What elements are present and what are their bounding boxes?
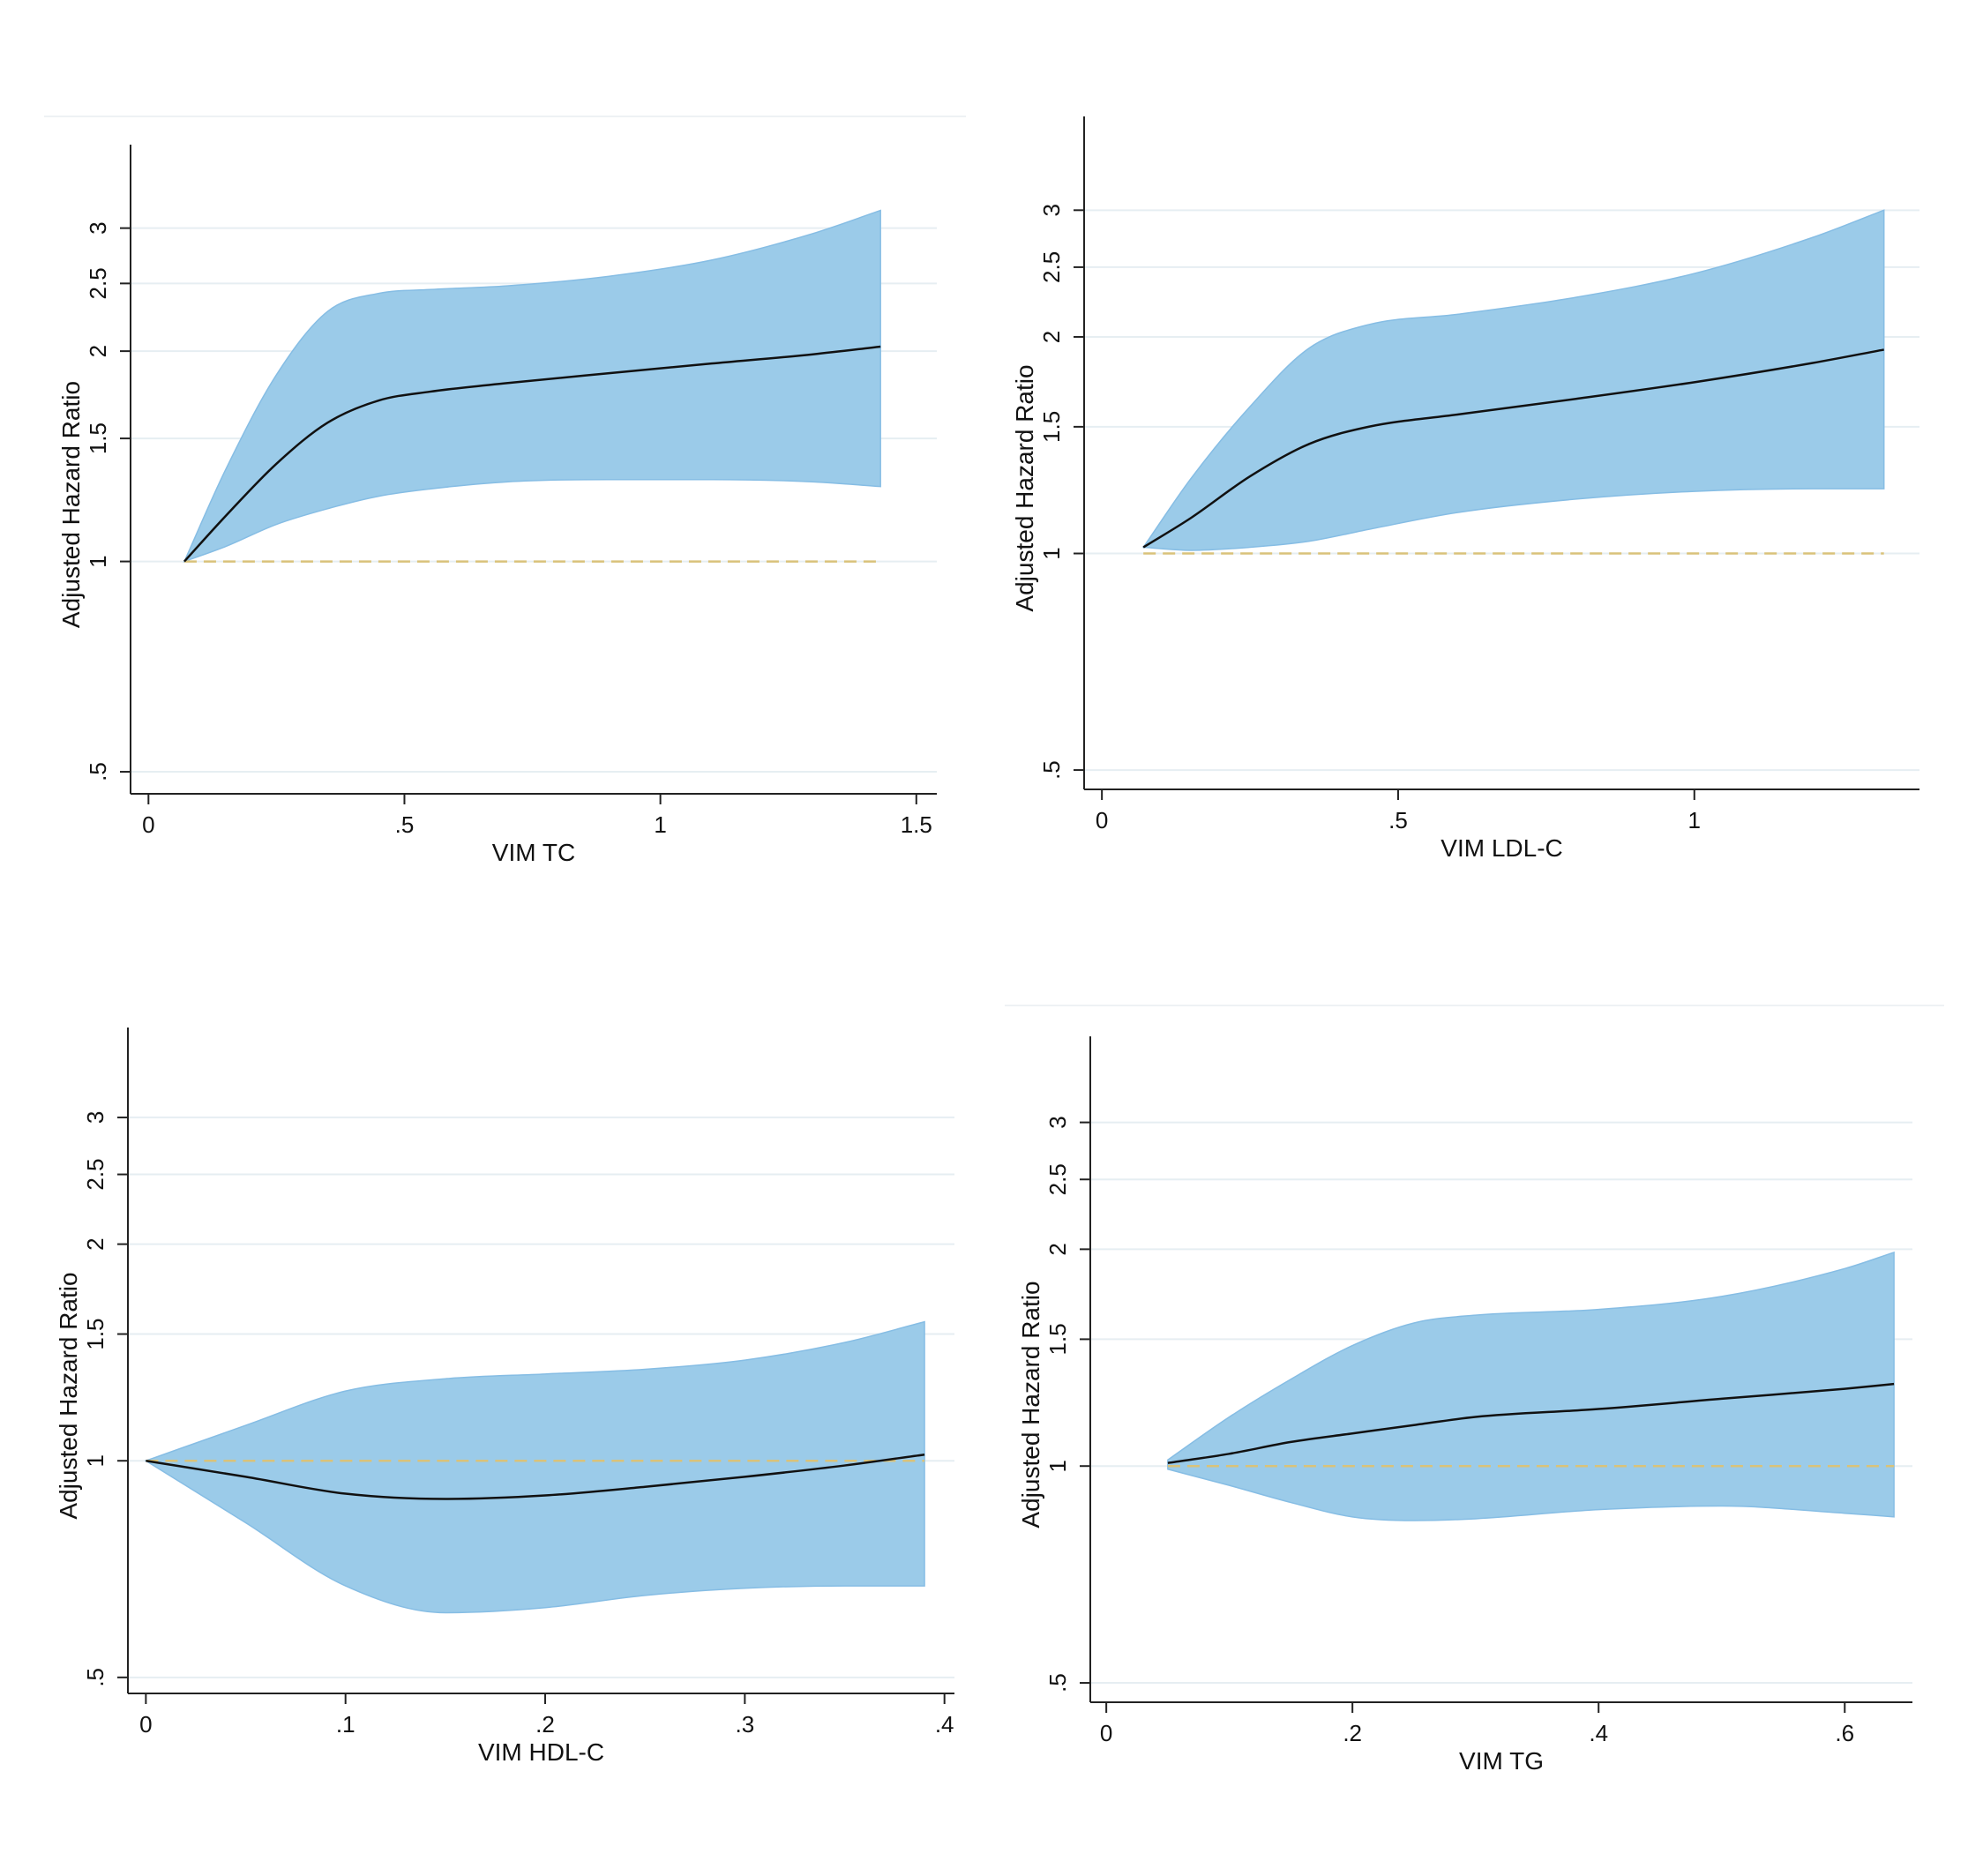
x-tick-label: .5 [1388, 807, 1408, 833]
chart-panel-vim-tg: .5 1 1.5 2 2.5 3 0 .2 .4 .6 VIM TG Adjusted Hazard … [992, 1005, 1971, 1782]
x-tick-label: 0 [139, 1711, 152, 1738]
y-tick-label: 1.5 [1038, 411, 1065, 443]
y-tick-label: 2 [85, 345, 111, 357]
hazard-ratio-curve [1167, 1382, 1895, 1464]
chart-svg-vim-hdl-c: .5 1 1.5 2 2.5 3 0 .1 .2 .3 .4 VIM HDL-C Adjusted Ha… [55, 1028, 954, 1766]
y-tick-label: 1.5 [82, 1318, 109, 1349]
y-axis-title: Adjusted Hazard Ratio [1017, 1281, 1044, 1528]
y-tick-label: .5 [82, 1668, 109, 1687]
y-axis-title: Adjusted Hazard Ratio [57, 381, 85, 628]
hazard-ratio-curve [146, 1453, 925, 1500]
y-tick-label: 3 [82, 1111, 109, 1124]
chart-svg-vim-ldl-c: .5 1 1.5 2 2.5 3 0 .5 1 VIM LDL-C Adjusted Hazard … [1011, 116, 1919, 862]
y-tick-label: 1 [85, 555, 111, 567]
confidence-band [1167, 1251, 1895, 1521]
y-tick-label: 3 [1038, 204, 1065, 216]
y-tick-label: 1 [1038, 547, 1065, 559]
x-tick-label: .3 [736, 1711, 755, 1738]
hazard-ratio-curve [183, 345, 881, 563]
x-axis-title: VIM TC [492, 839, 575, 866]
y-tick-label: 2.5 [85, 267, 111, 299]
x-tick-label: .6 [1835, 1720, 1854, 1746]
y-tick-label: 2 [1044, 1243, 1071, 1255]
chart-svg-vim-tc: .5 1 1.5 2 2.5 3 0 .5 1 1.5 VIM TC Adjusted Hazard … [44, 116, 966, 866]
x-tick-label: 0 [142, 811, 154, 838]
x-tick-label: 1.5 [901, 811, 932, 838]
y-tick-label: 2.5 [82, 1158, 109, 1190]
x-tick-label: .1 [336, 1711, 355, 1738]
chart-panel-vim-tc: .5 1 1.5 2 2.5 3 0 .5 1 1.5 VIM TC Adjusted Hazard … [0, 106, 979, 882]
y-tick-label: .5 [1038, 760, 1065, 780]
y-tick-label: 2.5 [1038, 251, 1065, 283]
confidence-band [144, 1320, 925, 1614]
x-tick-label: 0 [1096, 807, 1108, 833]
y-tick-label: .5 [85, 762, 111, 781]
x-axis-title: VIM LDL-C [1440, 834, 1562, 862]
y-tick-label: 1.5 [1044, 1323, 1071, 1355]
y-tick-label: 2.5 [1044, 1163, 1071, 1195]
x-tick-label: .2 [1343, 1720, 1362, 1746]
x-tick-label: 0 [1100, 1720, 1112, 1746]
x-axis-title: VIM HDL-C [478, 1738, 604, 1766]
y-tick-label: 1 [82, 1454, 109, 1467]
y-tick-label: 2 [1038, 331, 1065, 343]
x-tick-label: 1 [1688, 807, 1701, 833]
x-axis-title: VIM TG [1459, 1747, 1544, 1775]
y-axis-title: Adjusted Hazard Ratio [55, 1272, 82, 1519]
x-tick-label: .2 [535, 1711, 555, 1738]
y-tick-label: 3 [1044, 1116, 1071, 1128]
chart-panel-vim-ldl-c: .5 1 1.5 2 2.5 3 0 .5 1 VIM LDL-C Adjusted Hazard … [992, 106, 1971, 882]
confidence-band [1141, 209, 1885, 551]
y-tick-label: 1 [1044, 1460, 1071, 1472]
x-tick-label: .4 [1589, 1720, 1608, 1746]
y-tick-label: .5 [1044, 1673, 1071, 1693]
chart-svg-vim-tg: .5 1 1.5 2 2.5 3 0 .2 .4 .6 VIM TG Adjusted Hazard … [1005, 1005, 1944, 1775]
confidence-band [183, 209, 881, 563]
x-tick-label: .5 [395, 811, 415, 838]
y-tick-label: 1.5 [85, 422, 111, 454]
y-axis-title: Adjusted Hazard Ratio [1011, 364, 1038, 611]
y-tick-label: 2 [82, 1237, 109, 1250]
hazard-ratio-curve [1142, 348, 1884, 549]
chart-panel-vim-hdl-c: .5 1 1.5 2 2.5 3 0 .1 .2 .3 .4 VIM HDL-C Adjusted Ha… [0, 1005, 979, 1782]
x-tick-label: .4 [935, 1711, 954, 1738]
y-tick-label: 3 [85, 221, 111, 234]
x-tick-label: 1 [654, 811, 666, 838]
